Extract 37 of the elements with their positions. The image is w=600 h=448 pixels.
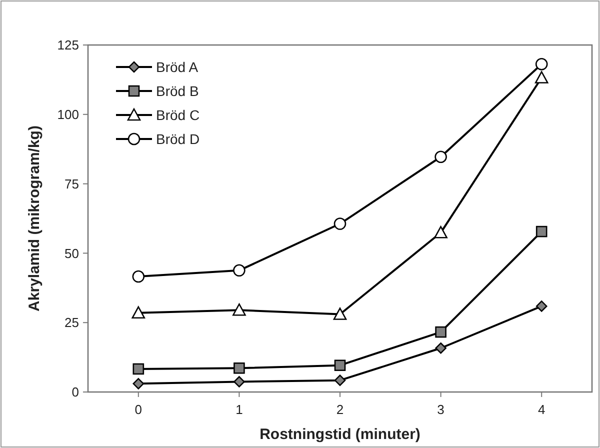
legend-label: Bröd A [156, 58, 199, 75]
x-tick-label: 4 [538, 402, 546, 417]
point [234, 362, 245, 374]
point [334, 360, 346, 371]
y-tick-label: 75 [64, 176, 79, 192]
point [535, 58, 548, 70]
point [233, 264, 246, 277]
point [334, 374, 346, 386]
point [232, 303, 246, 316]
x-axis-title: Rostningstid (minuter) [260, 426, 420, 443]
point [132, 363, 144, 375]
y-tick-label: 25 [64, 315, 79, 330]
point [435, 342, 446, 354]
point [234, 376, 245, 388]
point [536, 226, 548, 238]
point [435, 326, 446, 338]
y-tick-label: 100 [57, 106, 79, 122]
x-tick-label: 1 [236, 402, 243, 417]
point [434, 150, 447, 164]
x-tick-label: 3 [437, 402, 444, 417]
x-tick-label: 0 [134, 402, 142, 417]
point [333, 308, 347, 320]
legend-label: Bröd D [156, 130, 200, 147]
x-tick-label: 2 [336, 402, 344, 417]
point [132, 306, 146, 319]
y-tick-label: 125 [57, 38, 79, 53]
point [132, 378, 144, 390]
legend-label: Bröd B [156, 82, 199, 99]
point [334, 218, 346, 230]
point [132, 270, 145, 283]
y-axis-title: Akrylamid (mikrogram/kg) [26, 126, 43, 312]
y-tick-label: 0 [72, 384, 79, 400]
point [434, 226, 448, 238]
y-tick-label: 50 [64, 246, 79, 261]
point [534, 71, 548, 84]
legend-label: Bröd C [156, 106, 200, 123]
point [536, 300, 548, 312]
